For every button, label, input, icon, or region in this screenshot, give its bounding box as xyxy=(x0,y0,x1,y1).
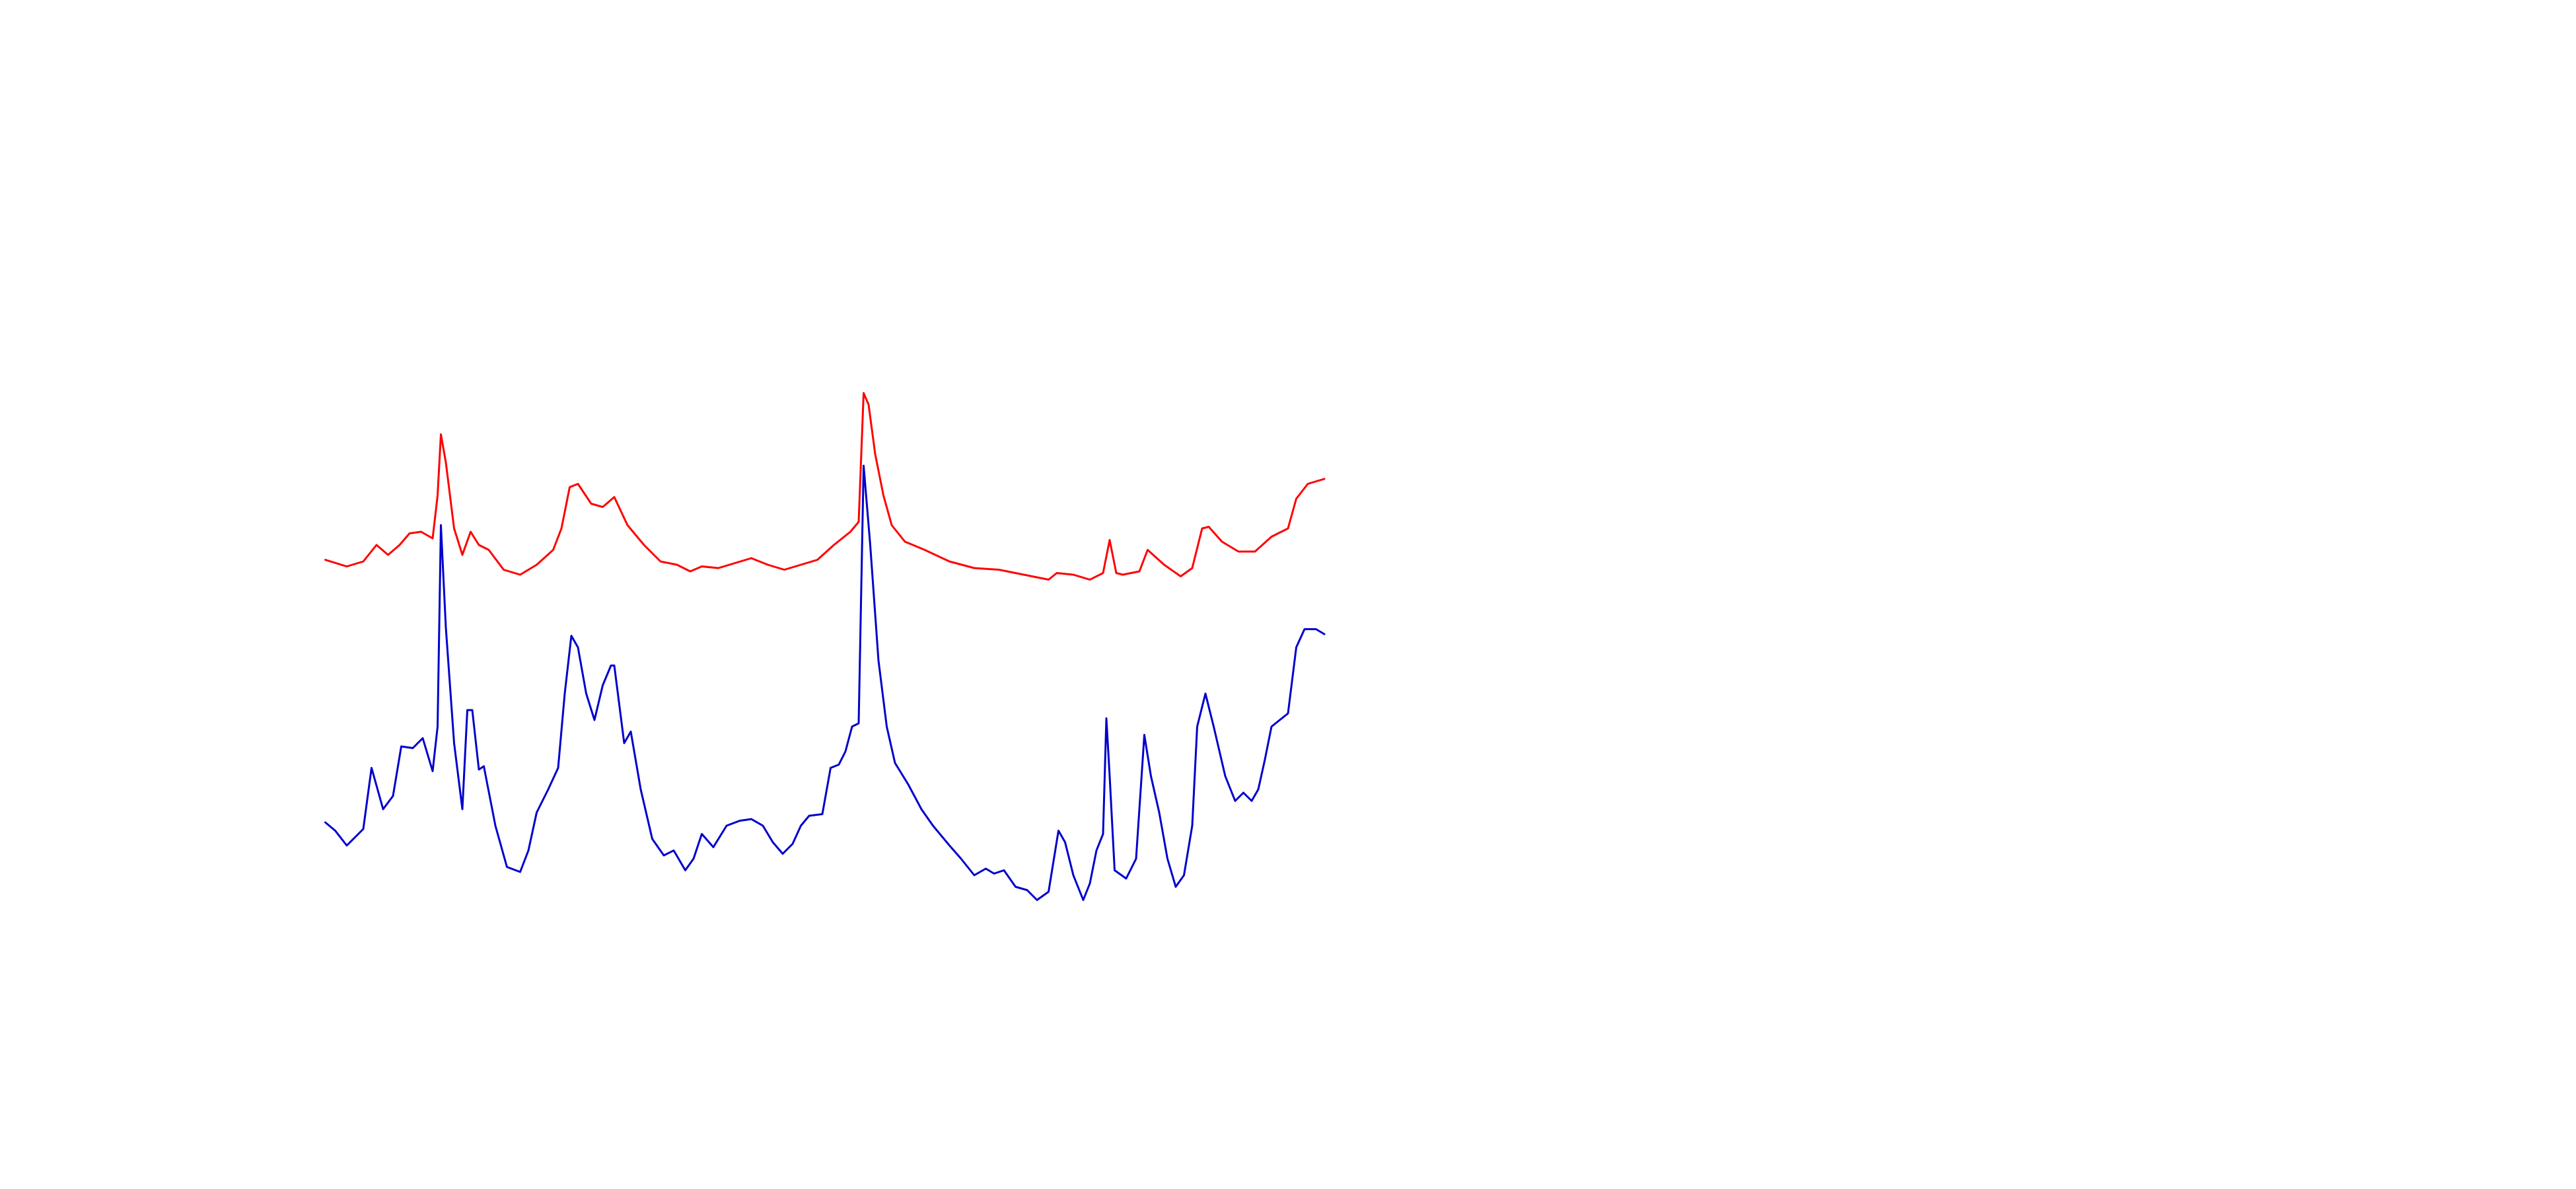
series-line xyxy=(324,392,1326,581)
series-line xyxy=(324,464,1326,901)
